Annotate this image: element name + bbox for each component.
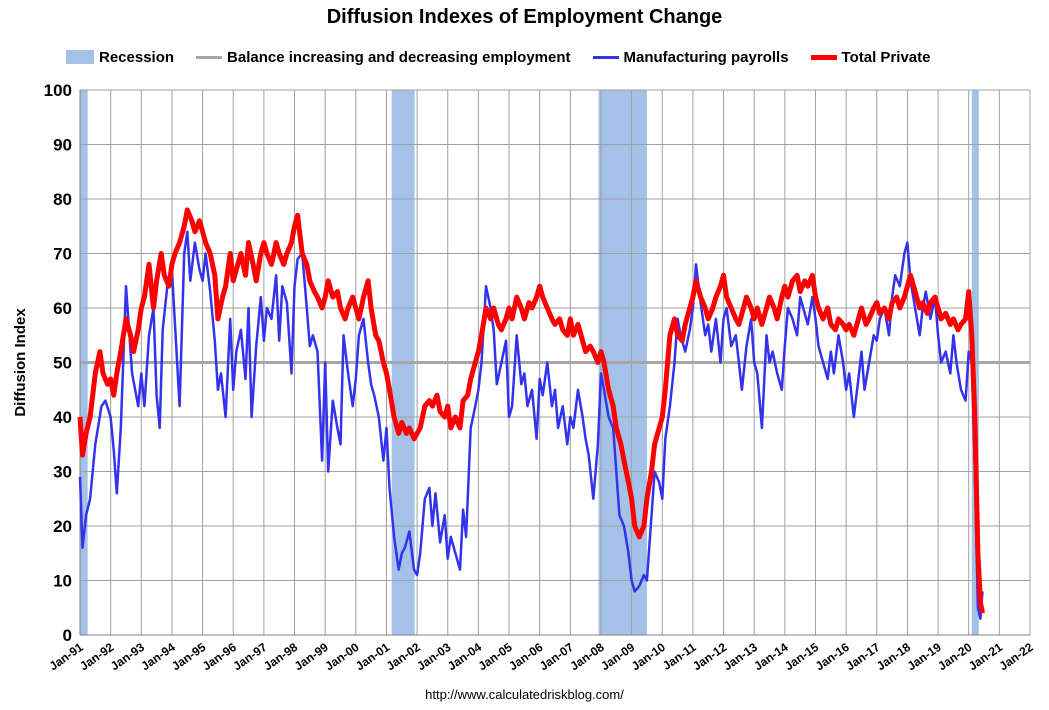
y-tick-label-40: 40 xyxy=(53,408,72,427)
x-tick-label-19: Jan-10 xyxy=(629,640,668,673)
y-tick-label-30: 30 xyxy=(53,463,72,482)
x-tick-label-17: Jan-08 xyxy=(568,640,607,673)
y-tick-label-80: 80 xyxy=(53,190,72,209)
x-tick-label-23: Jan-14 xyxy=(751,640,790,673)
chart-title: Diffusion Indexes of Employment Change xyxy=(326,6,723,28)
x-tick-label-21: Jan-12 xyxy=(690,640,729,673)
y-tick-label-100: 100 xyxy=(44,81,72,100)
x-tick-label-8: Jan-99 xyxy=(292,640,331,673)
y-tick-label-20: 20 xyxy=(53,517,72,536)
source-credit: http://www.calculatedriskblog.com/ xyxy=(425,687,624,702)
x-tick-label-27: Jan-18 xyxy=(874,640,913,673)
x-tick-label-18: Jan-09 xyxy=(598,640,637,673)
legend-label-manufacturing: Manufacturing payrolls xyxy=(623,48,789,66)
x-tick-label-6: Jan-97 xyxy=(230,640,269,673)
x-tick-label-24: Jan-15 xyxy=(782,640,821,673)
y-tick-label-60: 60 xyxy=(53,299,72,318)
x-tick-label-15: Jan-06 xyxy=(506,640,545,673)
y-tick-label-10: 10 xyxy=(53,572,72,591)
series-line-total-private xyxy=(77,207,985,614)
legend-swatch-total-private xyxy=(810,54,837,60)
x-tick-label-1: Jan-92 xyxy=(77,640,116,673)
x-tick-label-10: Jan-01 xyxy=(353,640,392,673)
x-tick-label-28: Jan-19 xyxy=(905,640,944,673)
x-tick-label-29: Jan-20 xyxy=(935,640,974,673)
legend-item-balance: Balance increasing and decreasing employ… xyxy=(196,48,571,66)
x-tick-label-26: Jan-17 xyxy=(843,640,882,673)
x-tick-label-2: Jan-93 xyxy=(108,640,147,673)
x-tick-label-16: Jan-07 xyxy=(537,640,576,673)
x-tick-label-20: Jan-11 xyxy=(660,640,699,673)
legend-swatch-manufacturing xyxy=(592,55,619,59)
x-tick-label-22: Jan-13 xyxy=(721,640,760,673)
x-tick-label-5: Jan-96 xyxy=(200,640,239,673)
legend-item-total-private: Total Private xyxy=(810,48,931,66)
y-tick-label-70: 70 xyxy=(53,245,72,264)
legend-label-total-private: Total Private xyxy=(841,48,931,66)
legend-label-balance: Balance increasing and decreasing employ… xyxy=(227,48,571,66)
x-tick-label-7: Jan-98 xyxy=(261,640,300,673)
legend-swatch-recession xyxy=(66,50,94,64)
x-tick-label-30: Jan-21 xyxy=(966,640,1005,673)
x-tick-label-12: Jan-03 xyxy=(414,640,453,673)
legend-label-recession: Recession xyxy=(99,48,175,66)
x-tick-label-14: Jan-05 xyxy=(476,640,515,673)
y-tick-label-0: 0 xyxy=(63,626,72,645)
legend-swatch-balance xyxy=(196,55,223,59)
series-line-manufacturing xyxy=(78,230,984,620)
x-tick-label-4: Jan-95 xyxy=(169,640,208,673)
x-tick-label-3: Jan-94 xyxy=(138,640,177,673)
x-tick-label-13: Jan-04 xyxy=(445,640,484,673)
y-tick-label-50: 50 xyxy=(53,354,72,373)
x-tick-label-31: Jan-22 xyxy=(997,640,1036,673)
x-tick-label-9: Jan-00 xyxy=(322,640,361,673)
x-tick-label-25: Jan-16 xyxy=(813,640,852,673)
legend-item-recession: Recession xyxy=(66,49,174,66)
legend: Recession Balance increasing and decreas… xyxy=(66,46,952,68)
y-axis-label: Diffusion Index xyxy=(12,308,29,417)
y-tick-label-90: 90 xyxy=(53,136,72,155)
legend-item-manufacturing: Manufacturing payrolls xyxy=(592,48,789,66)
x-tick-label-11: Jan-02 xyxy=(384,640,423,673)
